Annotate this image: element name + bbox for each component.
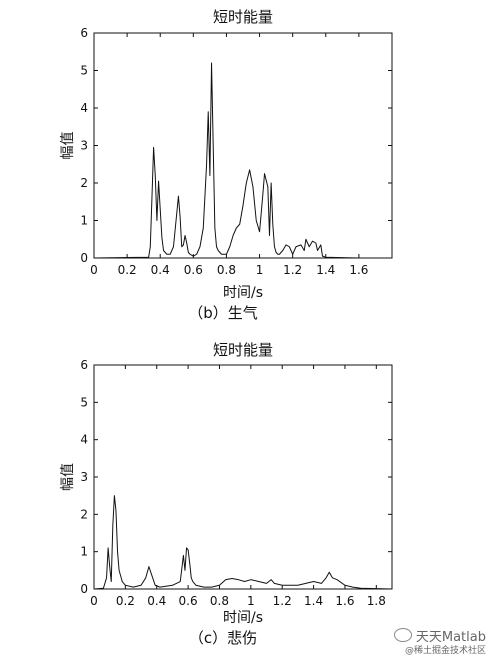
chart2-x-tick-label: 0.2 — [116, 594, 135, 608]
chart2-x-tick-label: 1.2 — [273, 594, 292, 608]
chart1-y-tick-label: 3 — [80, 139, 88, 153]
chart1-y-tick-label: 0 — [80, 251, 88, 265]
chart2-y-tick-label: 3 — [80, 470, 88, 484]
chart1-y-tick-label: 2 — [80, 176, 88, 190]
chart2-title: 短时能量 — [213, 341, 273, 359]
chart1-x-tick-label: 0 — [90, 263, 98, 277]
chart1-caption: （b）生气 — [188, 304, 258, 322]
chart1-x-tick-label: 0.2 — [118, 263, 137, 277]
chart1-title: 短时能量 — [213, 8, 273, 26]
chart1-x-tick-label: 0.4 — [151, 263, 170, 277]
chart2-caption: （c）悲伤 — [189, 629, 257, 647]
chart2-y-tick-label: 0 — [80, 582, 88, 596]
chart1-y-tick-label: 4 — [80, 101, 88, 115]
watermark-line1: 天天Matlab — [415, 629, 486, 645]
chart2-x-tick-label: 1.4 — [304, 594, 323, 608]
chart2-y-tick-label: 6 — [80, 358, 88, 372]
chart1-y-tick-label: 6 — [80, 26, 88, 40]
watermark: 天天Matlab @稀土掘金技术社区 — [393, 627, 486, 656]
chart1-x-axis-label: 时间/s — [223, 285, 263, 301]
chart1-x-tick-label: 1.4 — [316, 263, 335, 277]
chart1-x-tick-label: 0.8 — [217, 263, 236, 277]
chart2-y-tick-label: 1 — [80, 545, 88, 559]
chart1-x-tick-label: 1.2 — [283, 263, 302, 277]
chart2-y-tick-label: 5 — [80, 395, 88, 409]
wechat-logo-icon — [393, 627, 412, 642]
chart1-y-tick-label: 5 — [80, 64, 88, 78]
chart2-x-axis-label: 时间/s — [223, 610, 263, 626]
chart1-plot-frame — [93, 32, 393, 259]
chart2-x-tick-label: 0.8 — [210, 594, 229, 608]
chart1-x-tick-label: 1 — [256, 263, 264, 277]
chart1-series-line-1 — [93, 62, 392, 259]
chart2-x-tick-label: 0.6 — [179, 594, 198, 608]
chart1-x-tick-label: 1.6 — [349, 263, 368, 277]
chart2-x-tick-label: 1.8 — [367, 594, 386, 608]
chart2-y-axis-label: 幅值 — [60, 463, 76, 491]
chart1-x-tick-label: 0.6 — [184, 263, 203, 277]
chart1-y-axis-label: 幅值 — [60, 132, 76, 160]
chart2-y-tick-label: 2 — [80, 507, 88, 521]
chart2-series-line-1 — [93, 495, 393, 590]
chart2-x-tick-label: 1 — [247, 594, 255, 608]
chart2-plot-frame — [93, 364, 393, 590]
watermark-line2: @稀土掘金技术社区 — [404, 645, 486, 656]
chart1-y-tick-label: 1 — [80, 214, 88, 228]
chart2-x-tick-label: 0.4 — [147, 594, 166, 608]
chart2-x-tick-label: 0 — [90, 594, 98, 608]
chart2-x-tick-label: 1.6 — [335, 594, 354, 608]
chart2-y-tick-label: 4 — [80, 433, 88, 447]
